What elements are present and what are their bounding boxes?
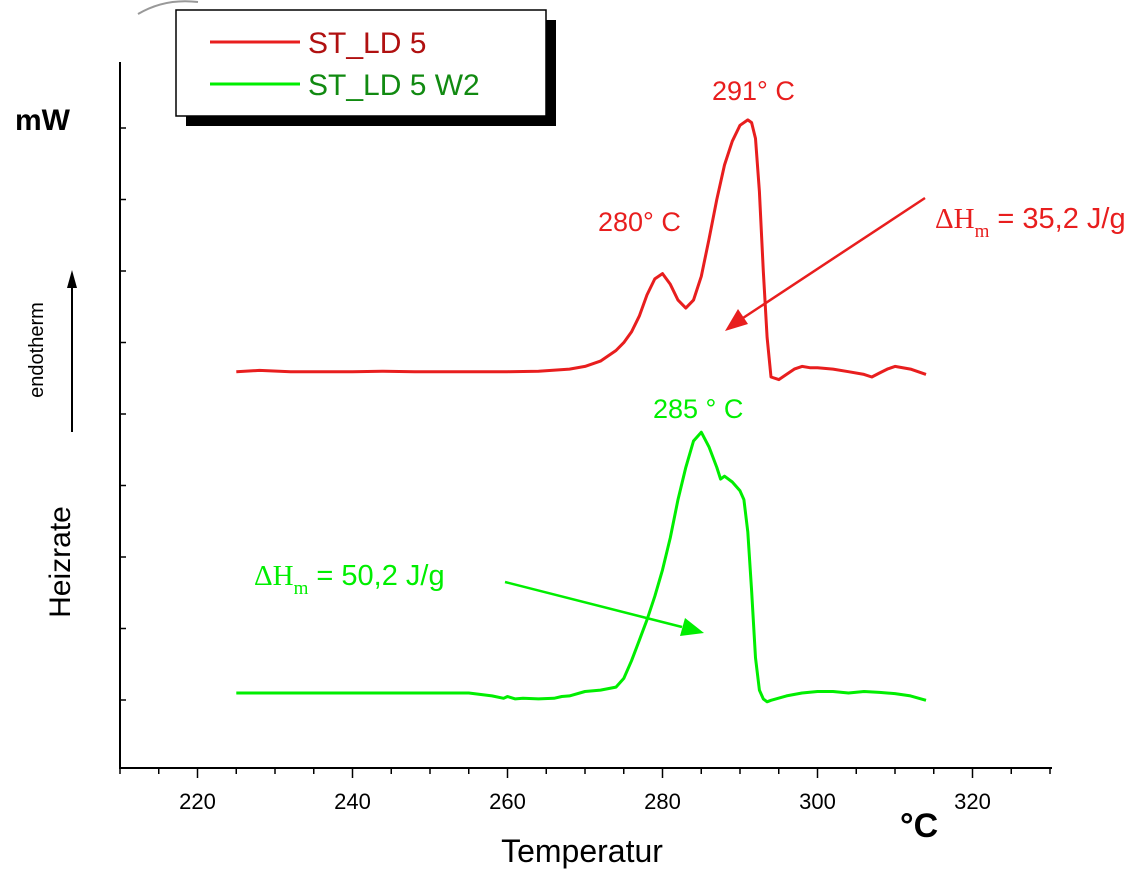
x-axis-title: Temperatur: [501, 833, 663, 869]
red-dh-arrow-head: [725, 309, 748, 331]
green-dh-arrow-shaft: [504, 580, 683, 629]
y-axis-title: Heizrate: [44, 506, 77, 618]
green-dh-arrow-head: [680, 618, 704, 636]
y-unit-label: mW: [15, 104, 71, 137]
x-tick-label: 260: [489, 789, 526, 814]
x-tick-label: 320: [954, 789, 991, 814]
green-dh-value: = 50,2 J/g: [308, 560, 444, 592]
legend-label-st-ld5-w2: ST_LD 5 W2: [308, 69, 480, 102]
legend: ST_LD 5 ST_LD 5 W2: [175, 9, 556, 126]
red-dh-delta: ΔH: [935, 203, 975, 235]
endotherm-arrow-head: [67, 270, 77, 288]
x-unit-label: °C: [900, 807, 938, 845]
legend-label-st-ld5: ST_LD 5: [308, 27, 426, 60]
annotation-green-dh: ΔHm = 50,2 J/g: [254, 560, 445, 599]
green-dh-sub: m: [294, 578, 309, 599]
decorative-arc: [137, 0, 199, 15]
red-dh-arrow-shaft: [742, 196, 926, 320]
series-line-st-ld5: [236, 118, 927, 382]
series-layer: [236, 118, 927, 704]
red-dh-value: = 35,2 J/g: [989, 203, 1125, 235]
annotation-red-peak-291: 291° C: [712, 76, 795, 106]
green-dh-delta: ΔH: [254, 560, 294, 592]
legend-box: [175, 9, 547, 117]
x-ticks: [119, 768, 1051, 778]
annotation-red-dh: ΔHm = 35,2 J/g: [935, 203, 1126, 242]
y-ticks: [120, 127, 126, 701]
annotation-green-peak-285: 285 ° C: [653, 394, 743, 424]
x-tick-label: 280: [644, 789, 681, 814]
red-dh-sub: m: [975, 221, 990, 242]
x-tick-label: 300: [799, 789, 836, 814]
annotation-red-peak-280: 280° C: [598, 207, 681, 237]
x-tick-labels: 220 240 260 280 300 320: [179, 789, 991, 814]
series-line-st-ld5-w2: [236, 430, 927, 704]
x-tick-label: 240: [334, 789, 371, 814]
endotherm-label: endotherm: [26, 302, 48, 398]
x-tick-label: 220: [179, 789, 216, 814]
